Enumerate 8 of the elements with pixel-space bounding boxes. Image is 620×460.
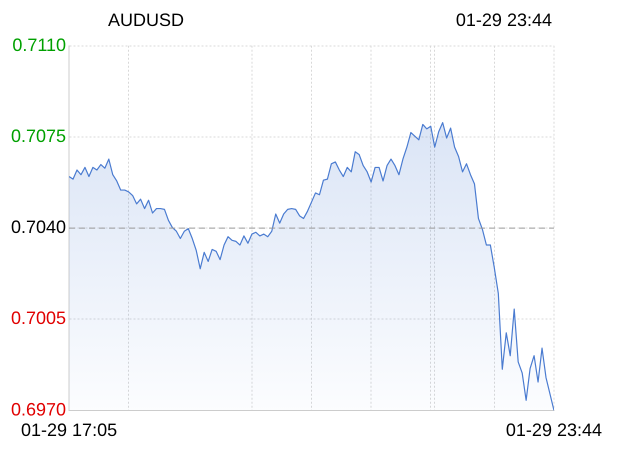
y-tick-label: 0.7005 bbox=[10, 308, 66, 328]
y-tick-label: 0.7110 bbox=[12, 34, 66, 55]
chart-subtitle: 01-29 23:44 bbox=[456, 9, 552, 32]
y-tick-label: 0.7040 bbox=[10, 217, 66, 238]
y-tick-label: 0.6970 bbox=[10, 399, 66, 420]
chart-title: AUDUSD bbox=[108, 9, 184, 32]
x-tick-label: 01-29 17:05 bbox=[21, 420, 118, 440]
y-tick-label: 0.7075 bbox=[10, 126, 66, 146]
